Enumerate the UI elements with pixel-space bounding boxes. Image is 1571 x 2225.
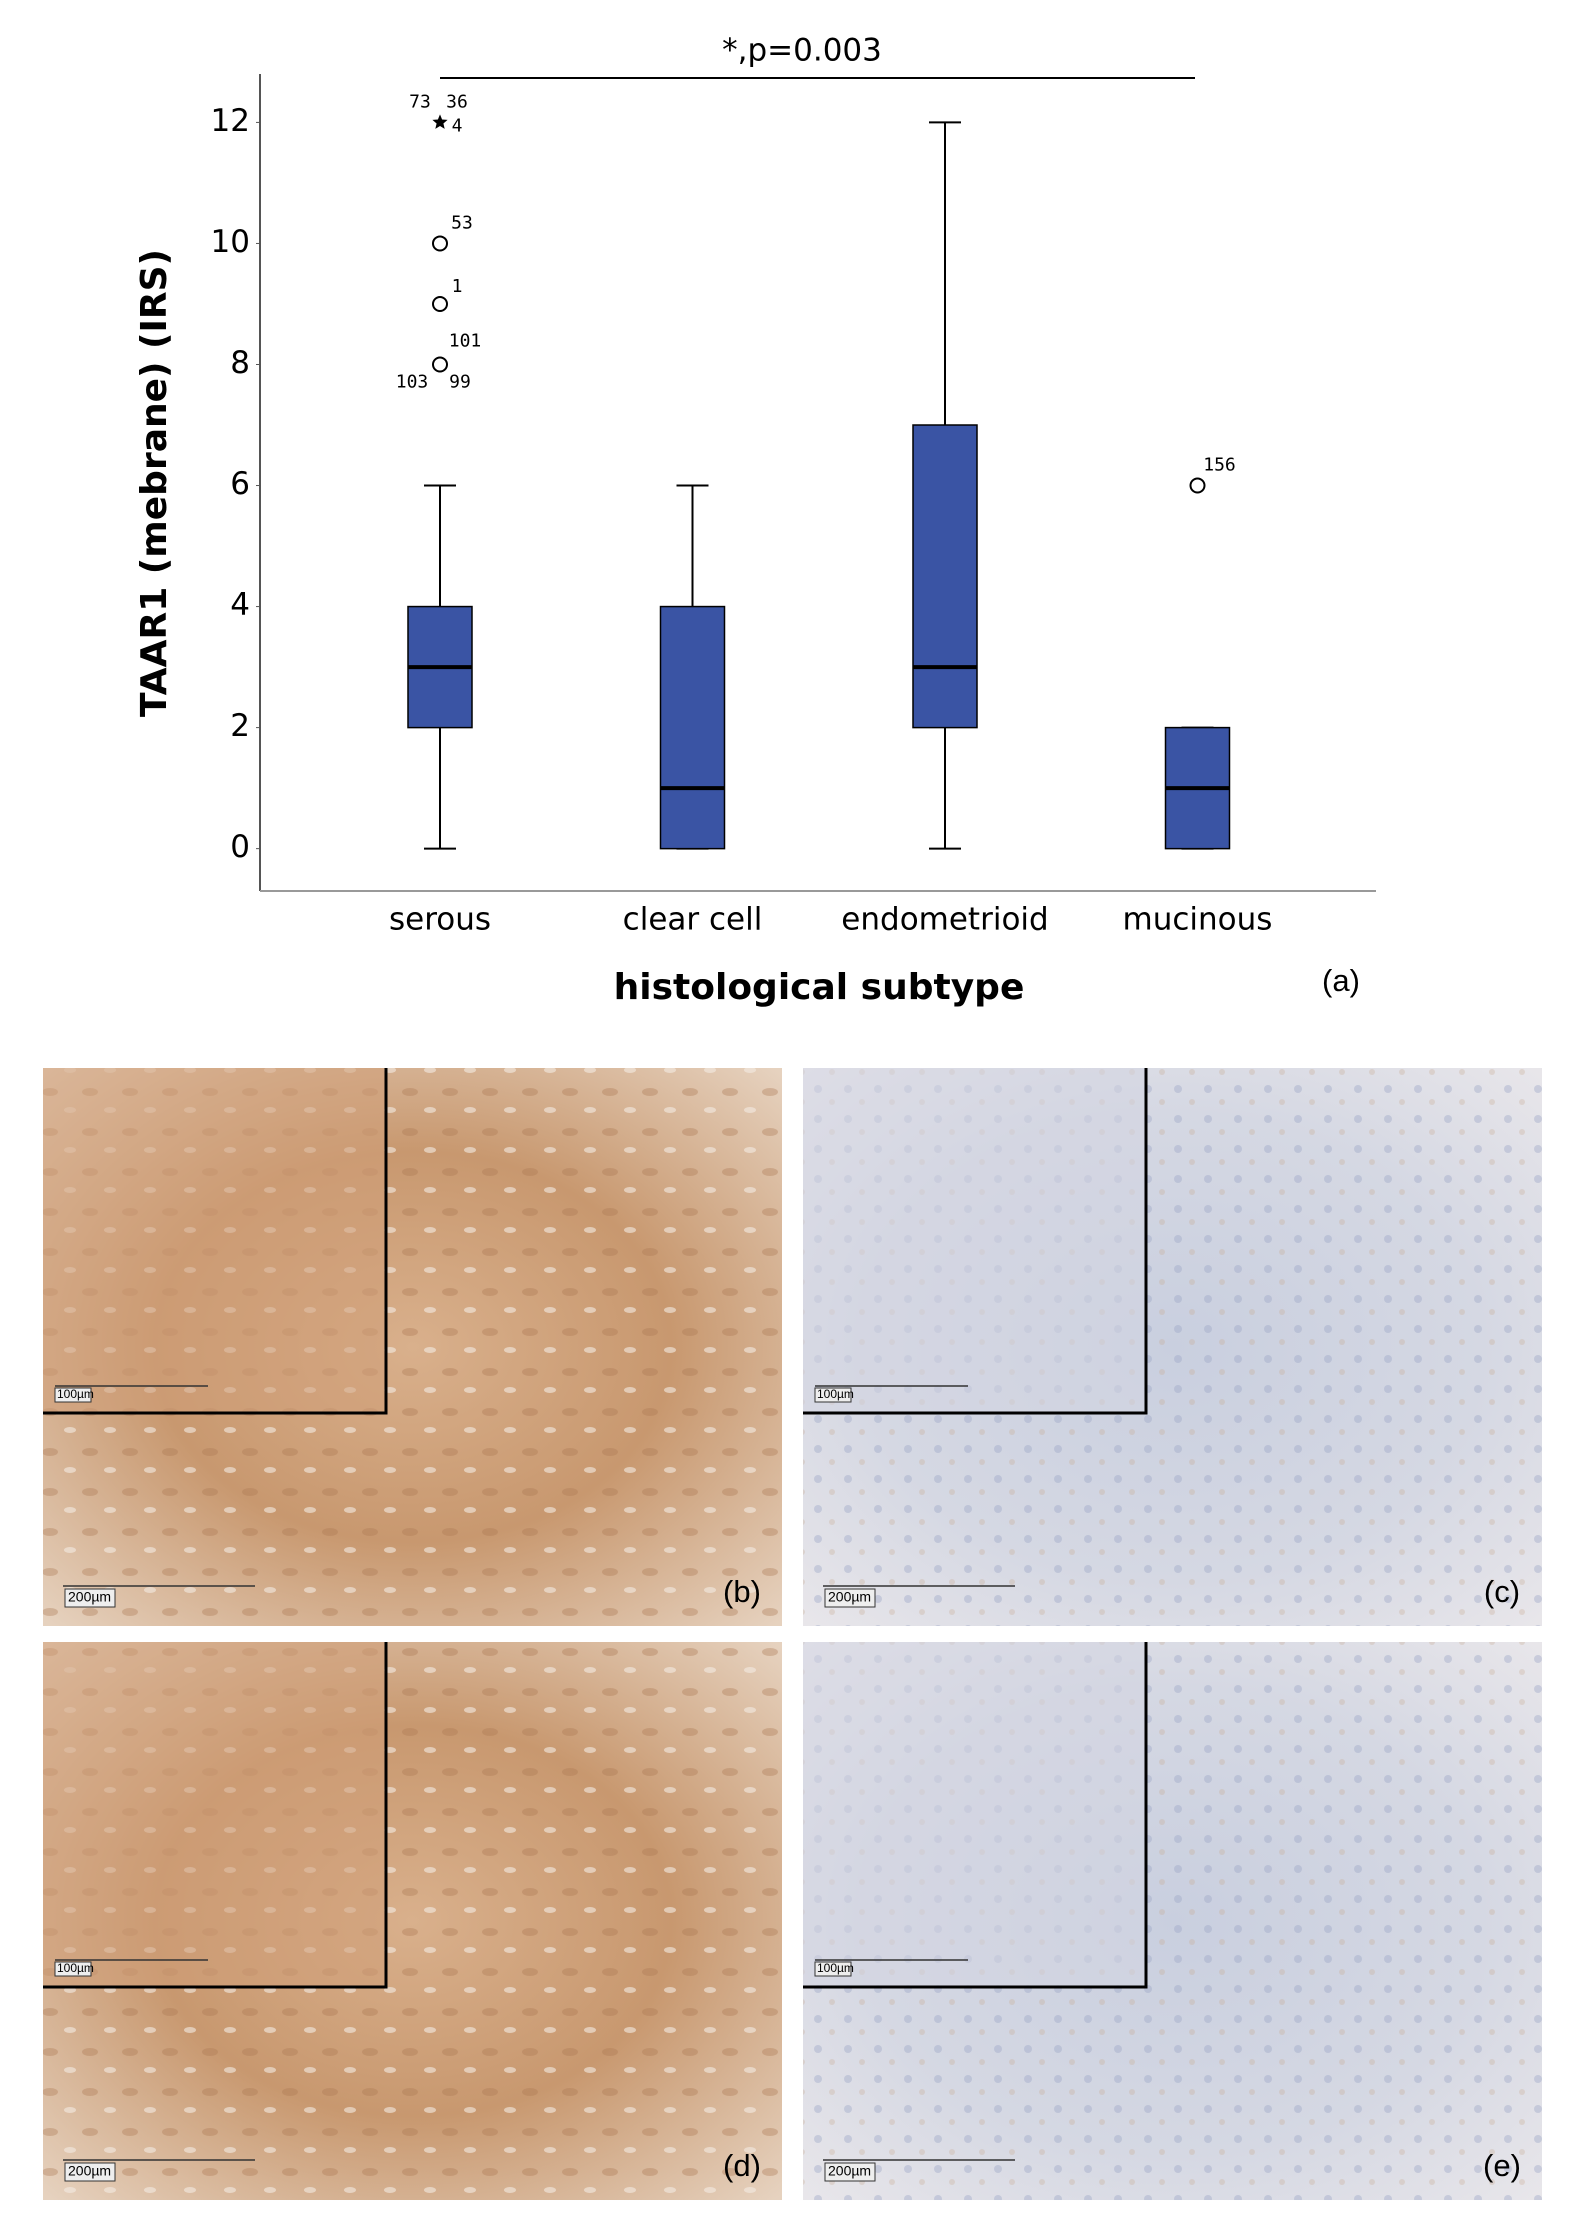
inset-scale-box	[54, 1961, 92, 1977]
y-tick-label: 0	[230, 829, 250, 865]
scale-label: 200µm	[68, 1589, 111, 1605]
outlier-marker	[432, 235, 448, 252]
box	[659, 605, 726, 850]
panel-label: (a)	[1322, 963, 1360, 998]
outlier-label: 1	[452, 276, 463, 297]
inset-border	[803, 1068, 1148, 1415]
inset-scale-box	[54, 1387, 92, 1403]
outlier-label: 103	[396, 371, 429, 392]
outlier-label: 73	[409, 91, 431, 112]
panel-label: (e)	[1483, 2148, 1521, 2183]
inset-image	[803, 1642, 1146, 1987]
outlier-label: 36	[446, 91, 468, 112]
micrograph-panels: 100µm 200µm (b) 100µm 200µm (c) 100µm 200µm (d) 1…	[43, 1068, 1542, 2200]
extreme-marker	[432, 114, 448, 129]
y-axis-title: TAAR1 (mebrane) (IRS)	[134, 249, 175, 717]
y-tick-label: 2	[230, 708, 250, 744]
inset-image	[803, 1068, 1146, 1413]
panel-label: (c)	[1484, 1574, 1520, 1609]
inset-scale-label: 100µm	[817, 1387, 854, 1401]
outlier-label: 101	[449, 330, 482, 351]
x-tick-label: clear cell	[623, 902, 763, 938]
x-tick-label: mucinous	[1123, 902, 1273, 938]
significance-annotation: *,p=0.003	[722, 33, 882, 69]
y-tick-label: 12	[211, 103, 250, 139]
inset-border	[43, 1642, 388, 1989]
inset-scale-box	[814, 1387, 852, 1403]
outlier-marker	[1189, 477, 1206, 494]
inset-scale-label: 100µm	[817, 1961, 854, 1975]
x-tick-label: endometrioid	[841, 902, 1048, 938]
outlier-label: 99	[449, 371, 471, 392]
outlier-label: 53	[451, 212, 473, 233]
box	[912, 424, 978, 729]
scale-label: 200µm	[828, 2163, 871, 2179]
inset-border	[803, 1642, 1148, 1989]
outlier-marker	[432, 295, 448, 312]
scale-label: 200µm	[68, 2163, 111, 2179]
inset-scale-label: 100µm	[57, 1961, 94, 1975]
panel-label: (b)	[723, 1574, 761, 1609]
inset-image	[43, 1068, 386, 1413]
inset-scale-box	[814, 1961, 852, 1977]
outlier-label: 156	[1203, 455, 1236, 476]
y-tick-label: 8	[230, 345, 250, 381]
inset-scale-label: 100µm	[57, 1387, 94, 1401]
outlier-label: 4	[452, 115, 463, 136]
scale-box	[824, 2162, 876, 2182]
panel-label: (d)	[723, 2148, 761, 2183]
inset-image	[43, 1642, 386, 1987]
inset-border	[43, 1068, 388, 1415]
y-tick-label: 6	[230, 466, 250, 502]
scale-box	[64, 2162, 116, 2182]
x-tick-label: serous	[389, 902, 491, 938]
scale-box	[64, 1588, 116, 1608]
y-tick-label: 4	[230, 587, 250, 623]
scale-box	[824, 1588, 876, 1608]
x-axis-title: histological subtype	[614, 967, 1025, 1008]
scale-label: 200µm	[828, 1589, 871, 1605]
outlier-marker	[432, 356, 448, 373]
box-plot: 0 2 4 6 8 10 12 TAAR1 (mebrane) (IRS) histologic…	[134, 33, 1376, 1008]
y-tick-label: 10	[211, 224, 250, 260]
